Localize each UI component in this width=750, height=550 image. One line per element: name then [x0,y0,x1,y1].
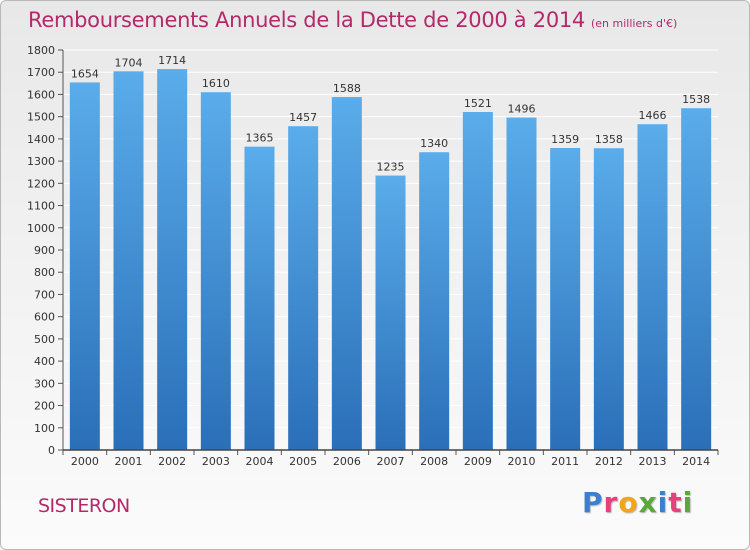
bar-value-label: 1365 [246,132,274,145]
x-tick-label: 2003 [202,455,230,468]
logo-letter: i [682,486,694,519]
x-tick-label: 2010 [508,455,536,468]
x-tick-label: 2004 [246,455,274,468]
x-tick-label: 2009 [464,455,492,468]
logo-letter: x [638,486,658,519]
bar-value-label: 1358 [595,133,623,146]
bar [637,124,668,450]
city-name: SISTERON [38,495,130,517]
bar [550,148,581,450]
logo-letter: o [618,486,639,519]
bars-group [69,69,712,451]
chart-title: Remboursements Annuels de la Dette de 20… [28,8,677,32]
chart-title-text: Remboursements Annuels de la Dette de 20… [28,8,585,32]
bar-value-label: 1496 [508,103,536,116]
bar [419,152,450,450]
bar-value-label: 1359 [551,133,579,146]
bar [506,117,537,451]
y-tick-label: 1500 [27,111,55,124]
bar-value-label: 1457 [289,111,317,124]
y-tick-label: 700 [34,288,55,301]
y-tick-label: 800 [34,266,55,279]
bar-value-label: 1654 [71,67,99,80]
x-tick-label: 2011 [551,455,579,468]
bar [288,126,319,450]
bar-value-label: 1714 [158,54,186,67]
x-tick-label: 2006 [333,455,361,468]
x-tick-label: 2005 [289,455,317,468]
x-tick-label: 2012 [595,455,623,468]
y-tick-label: 1800 [27,44,55,57]
x-tick-label: 2001 [115,455,143,468]
bar-value-label: 1466 [639,109,667,122]
y-tick-label: 0 [48,444,55,457]
y-tick-label: 900 [34,244,55,257]
y-tick-label: 1000 [27,222,55,235]
logo-letter: t [668,486,683,519]
y-axis-ticks: 0 100 200 300 400 500 600 700 800 900 1000 1100 1200… [27,44,64,457]
bar [593,148,624,450]
bar [113,71,144,450]
y-tick-label: 1200 [27,177,55,190]
logo-letter: P [582,486,604,519]
y-tick-label: 1600 [27,88,55,101]
y-tick-label: 200 [34,400,55,413]
bar-value-label: 1610 [202,77,230,90]
y-tick-label: 1400 [27,133,55,146]
x-tick-label: 2007 [377,455,405,468]
x-tick-label: 2002 [158,455,186,468]
y-tick-label: 1700 [27,66,55,79]
x-tick-label: 2008 [420,455,448,468]
y-tick-label: 400 [34,355,55,368]
logo-letter: r [603,486,619,519]
y-tick-label: 1300 [27,155,55,168]
bar [331,97,362,450]
chart-unit-label: (en milliers d'€) [591,17,678,30]
y-tick-label: 500 [34,333,55,346]
x-tick-label: 2013 [639,455,667,468]
bar-value-label: 1704 [115,56,143,69]
bar-value-label: 1538 [682,93,710,106]
logo-letter: i [657,486,669,519]
y-tick-label: 100 [34,422,55,435]
bar [157,69,188,450]
x-tick-label: 2000 [71,455,99,468]
x-axis-ticks: 2000 2001 2002 2003 2004 2005 2006 2007 2008 2009… [62,450,719,468]
bar-value-label: 1588 [333,82,361,95]
y-tick-label: 1100 [27,200,55,213]
x-tick-label: 2014 [682,455,710,468]
bar-value-label: 1340 [420,137,448,150]
bar [681,108,712,450]
y-tick-label: 600 [34,311,55,324]
bar [69,82,100,450]
proxiti-logo: Proxiti [582,486,693,519]
bar-value-label: 1521 [464,97,492,110]
data-labels: 1654 1704 1714 1610 1365 1457 1588 1235 1340 1521… [71,54,710,173]
bar [375,175,406,451]
bar [462,112,493,450]
y-tick-label: 300 [34,377,55,390]
bar-value-label: 1235 [377,161,405,174]
bar [200,92,231,450]
bar [244,146,275,450]
